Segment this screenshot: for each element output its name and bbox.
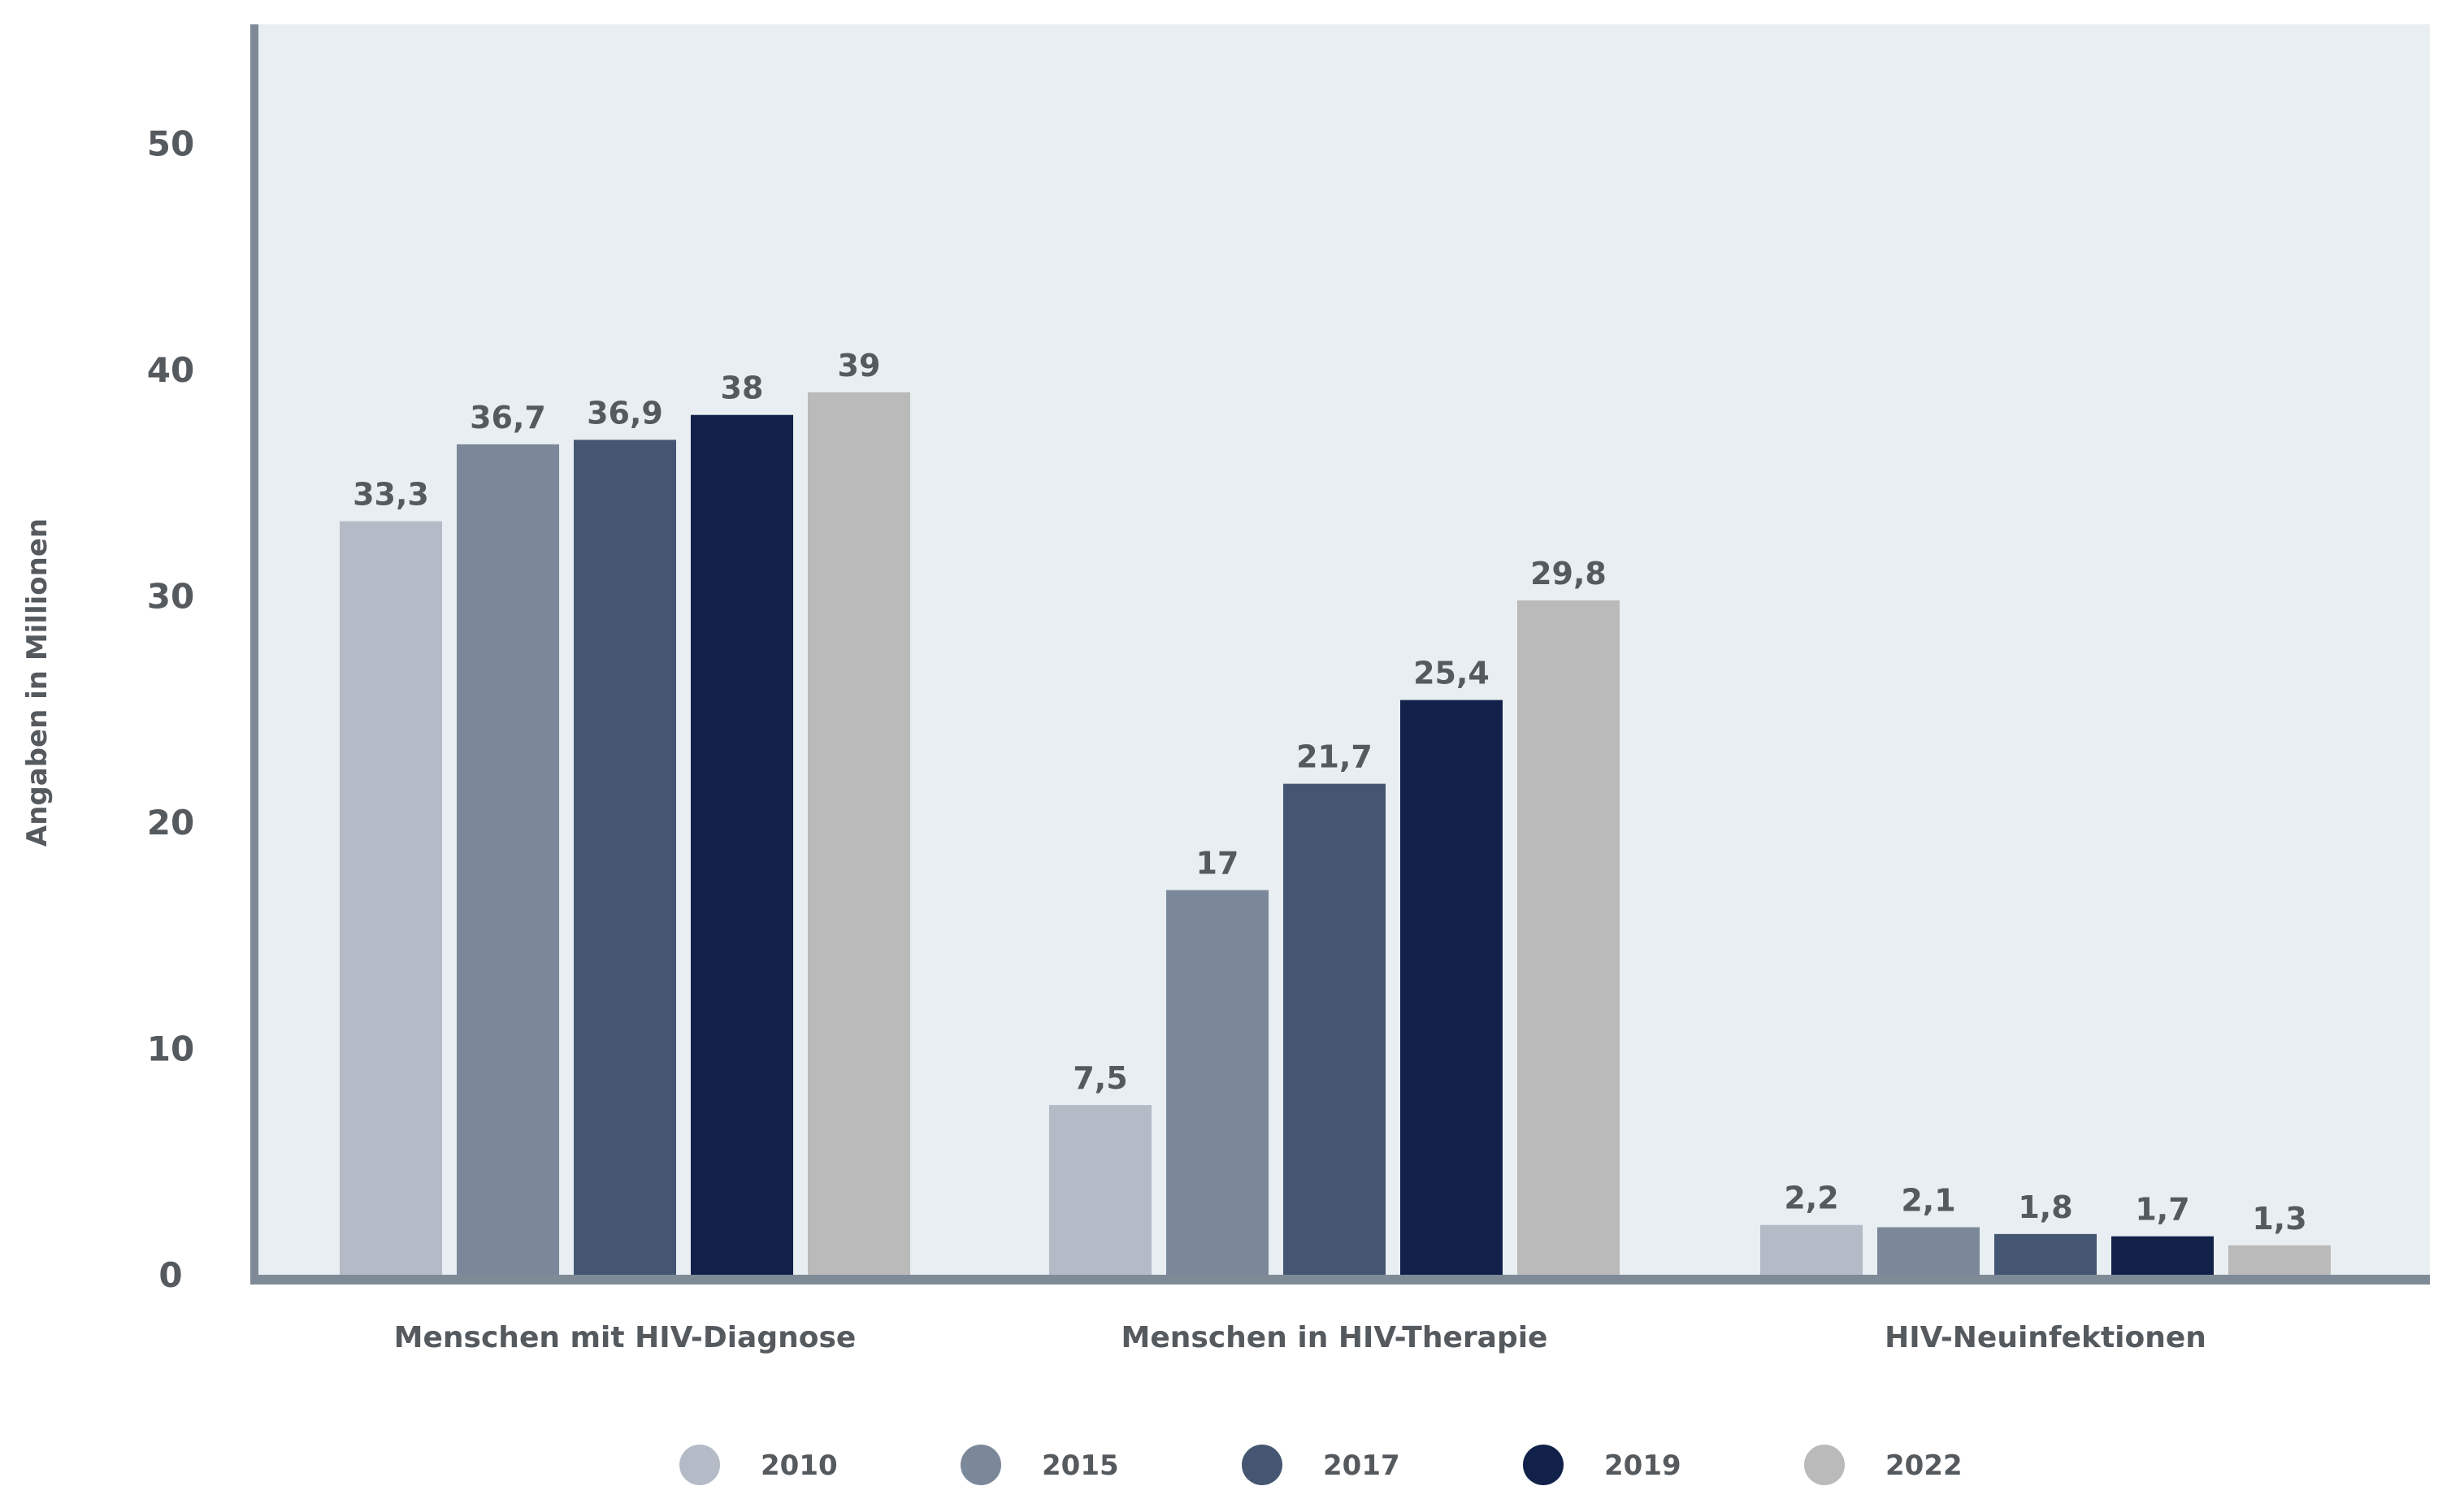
- bar-2019-3: [2111, 1236, 2214, 1275]
- legend-swatch-2022: [1804, 1445, 1845, 1485]
- legend-swatch-2017: [1242, 1445, 1282, 1485]
- bar-2022-3: [2228, 1245, 2331, 1275]
- data-label-2010-1: 33,3: [353, 477, 429, 513]
- bar-2017-1: [574, 440, 676, 1276]
- bars-layer: [340, 392, 2331, 1276]
- legend-label-2022: 2022: [1885, 1449, 1963, 1482]
- data-label-2010-2: 7,5: [1073, 1060, 1127, 1096]
- bar-2010-1: [340, 521, 442, 1275]
- data-label-2019-1: 38: [721, 370, 764, 406]
- bar-2019-2: [1400, 700, 1503, 1275]
- data-label-2010-3: 2,2: [1784, 1181, 1838, 1216]
- category-label-2: Menschen in HIV-Therapie: [1121, 1321, 1548, 1354]
- y-tick-label: 30: [147, 577, 194, 617]
- category-labels: Menschen mit HIV-Diagnose Menschen in HIV…: [394, 1321, 2206, 1354]
- data-label-2017-2: 21,7: [1296, 739, 1373, 775]
- bar-2010-3: [1760, 1224, 1863, 1275]
- y-tick-label: 40: [147, 350, 194, 390]
- legend-label-2015: 2015: [1042, 1449, 1119, 1482]
- legend-swatch-2010: [679, 1445, 720, 1485]
- data-label-2022-1: 39: [838, 348, 881, 383]
- legend-swatch-2015: [961, 1445, 1001, 1485]
- bar-2022-1: [808, 392, 910, 1276]
- y-tick-label: 0: [158, 1255, 182, 1295]
- bar-2017-2: [1283, 783, 1386, 1275]
- bar-2022-2: [1517, 600, 1620, 1275]
- y-tick-label: 50: [147, 124, 194, 164]
- y-tick-label: 20: [147, 803, 194, 843]
- bar-2015-3: [1877, 1227, 1980, 1275]
- legend-label-2010: 2010: [761, 1449, 838, 1482]
- data-label-2015-1: 36,7: [470, 400, 546, 435]
- data-label-2015-2: 17: [1196, 846, 1239, 882]
- legend-swatch-2019: [1523, 1445, 1564, 1485]
- data-label-2017-1: 36,9: [587, 395, 663, 431]
- legend: 2010 2015 2017 2019 2022: [679, 1445, 1963, 1485]
- bar-2010-2: [1049, 1105, 1152, 1275]
- bar-2015-1: [457, 444, 559, 1275]
- bar-2019-1: [691, 414, 793, 1276]
- data-label-2019-2: 25,4: [1413, 656, 1490, 691]
- data-label-2015-3: 2,1: [1901, 1183, 1955, 1219]
- data-label-2022-2: 29,8: [1530, 556, 1607, 591]
- bar-2015-2: [1166, 890, 1269, 1275]
- bar-2017-3: [1994, 1233, 2097, 1275]
- y-tick-label: 10: [147, 1029, 194, 1069]
- data-label-2017-3: 1,8: [2018, 1189, 2072, 1225]
- category-label-3: HIV-Neuinfektionen: [1885, 1321, 2206, 1354]
- data-label-2022-3: 1,3: [2252, 1201, 2306, 1237]
- data-label-2019-3: 1,7: [2135, 1192, 2189, 1228]
- legend-label-2017: 2017: [1323, 1449, 1400, 1482]
- y-tick-labels: 0 10 20 30 40 50: [147, 124, 194, 1296]
- category-label-1: Menschen mit HIV-Diagnose: [394, 1321, 857, 1354]
- legend-label-2019: 2019: [1604, 1449, 1681, 1482]
- data-labels-layer: 33,3 36,7 36,9 38 39 7,5 17 21,7 25,4 29,8 2,2 2,1 1…: [353, 348, 2307, 1237]
- y-axis-label: Angaben in Millionen: [21, 518, 54, 847]
